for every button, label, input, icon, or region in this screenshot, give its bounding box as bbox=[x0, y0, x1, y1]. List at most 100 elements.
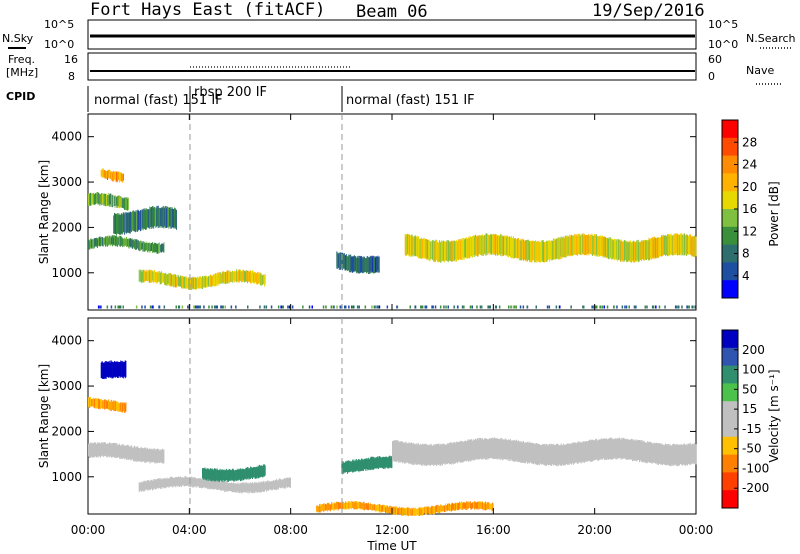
velocity-cell bbox=[88, 443, 89, 457]
velocity-cell bbox=[429, 507, 431, 514]
velocity-cell bbox=[174, 477, 176, 487]
velocity-cell bbox=[566, 444, 568, 464]
power-cell bbox=[134, 241, 136, 249]
power-cell bbox=[122, 238, 124, 247]
power-cell bbox=[650, 238, 652, 260]
power-cell bbox=[497, 235, 499, 256]
power-cell bbox=[472, 236, 474, 257]
power-speckle bbox=[646, 305, 648, 309]
velocity-cell bbox=[177, 476, 179, 486]
velocity-cell bbox=[186, 478, 188, 486]
velocity-cell bbox=[476, 501, 478, 509]
velocity-cell bbox=[106, 361, 108, 377]
velocity-cell bbox=[350, 462, 352, 472]
power-cell bbox=[473, 235, 475, 255]
power-cell bbox=[118, 237, 120, 245]
velocity-cell bbox=[162, 450, 164, 464]
velocity-cell bbox=[630, 439, 632, 459]
velocity-cell bbox=[669, 444, 671, 466]
velocity-cell bbox=[350, 500, 352, 510]
power-cell bbox=[470, 237, 472, 257]
velocity-cell bbox=[530, 442, 532, 463]
power-cell bbox=[262, 274, 264, 284]
velocity-cell bbox=[533, 443, 535, 464]
velocity-cell bbox=[164, 478, 165, 488]
power-cell bbox=[96, 237, 98, 247]
velocity-cell bbox=[539, 444, 541, 464]
velocity-cell bbox=[608, 439, 610, 459]
power-cell bbox=[143, 270, 145, 283]
velocity-cell bbox=[461, 441, 463, 463]
velocity-cell bbox=[89, 443, 91, 458]
velocity-cell bbox=[650, 441, 652, 463]
power-speckle bbox=[633, 305, 636, 309]
velocity-cell bbox=[113, 400, 115, 411]
velocity-cell bbox=[636, 440, 638, 462]
velocity-cell bbox=[549, 445, 551, 466]
velocity-cell bbox=[431, 506, 433, 514]
velocity-cell bbox=[580, 441, 582, 464]
velocity-cell bbox=[530, 443, 532, 463]
velocity-cell bbox=[373, 457, 375, 470]
velocity-cell bbox=[601, 439, 603, 461]
velocity-cell bbox=[214, 468, 215, 482]
velocity-cell bbox=[663, 444, 665, 465]
power-cell bbox=[110, 237, 112, 245]
power-speckle bbox=[199, 305, 201, 309]
velocity-cell bbox=[160, 449, 162, 462]
velocity-cell bbox=[486, 439, 488, 460]
velocity-cell bbox=[351, 501, 353, 509]
power-cell bbox=[209, 275, 210, 287]
power-cell bbox=[543, 241, 545, 263]
power-cell bbox=[129, 239, 131, 247]
power-speckle bbox=[263, 305, 266, 309]
velocity-cell bbox=[445, 505, 447, 511]
velocity-cell bbox=[238, 484, 240, 494]
velocity-cell bbox=[595, 438, 597, 461]
power-cell bbox=[163, 273, 165, 283]
power-cell bbox=[98, 237, 100, 247]
power-cell bbox=[102, 237, 104, 247]
power-speckle bbox=[358, 305, 360, 309]
power-cell bbox=[205, 275, 207, 288]
power-y-axis-label: Slant Range [km] bbox=[37, 160, 51, 264]
power-cell bbox=[478, 235, 480, 254]
power-cell bbox=[677, 234, 678, 256]
velocity-cell bbox=[170, 476, 172, 487]
power-cell bbox=[95, 193, 97, 204]
colorbar-segment bbox=[722, 226, 738, 246]
velocity-cell bbox=[395, 506, 397, 516]
power-cell bbox=[101, 169, 103, 178]
velocity-cell bbox=[152, 481, 153, 491]
nave-tick-low: 0 bbox=[708, 70, 715, 83]
power-cell bbox=[584, 235, 586, 255]
power-cell bbox=[687, 236, 689, 255]
velocity-cell bbox=[354, 460, 355, 471]
velocity-cell bbox=[426, 444, 428, 466]
velocity-cell bbox=[157, 479, 158, 488]
power-cell bbox=[111, 172, 113, 182]
velocity-cell bbox=[102, 442, 104, 457]
power-cell bbox=[621, 241, 623, 261]
power-cell bbox=[163, 242, 165, 253]
power-cell bbox=[647, 240, 649, 261]
power-cell bbox=[550, 240, 552, 260]
velocity-cell bbox=[509, 439, 511, 459]
colorbar-tick-label: 50 bbox=[742, 382, 757, 396]
velocity-cell bbox=[153, 480, 155, 489]
power-cell bbox=[114, 235, 115, 246]
power-cell bbox=[445, 241, 447, 261]
power-cell bbox=[573, 234, 575, 255]
power-cell bbox=[681, 233, 683, 254]
power-colorbar-label: Power [dB] bbox=[767, 181, 781, 246]
power-cell bbox=[90, 238, 92, 248]
y-tick-label: 3000 bbox=[51, 379, 82, 393]
power-speckle bbox=[280, 305, 282, 309]
velocity-cell bbox=[340, 502, 342, 509]
power-cell bbox=[693, 236, 695, 257]
velocity-cell bbox=[209, 469, 210, 480]
velocity-cell bbox=[263, 464, 265, 477]
power-cell bbox=[666, 234, 668, 257]
velocity-cell bbox=[214, 480, 216, 490]
